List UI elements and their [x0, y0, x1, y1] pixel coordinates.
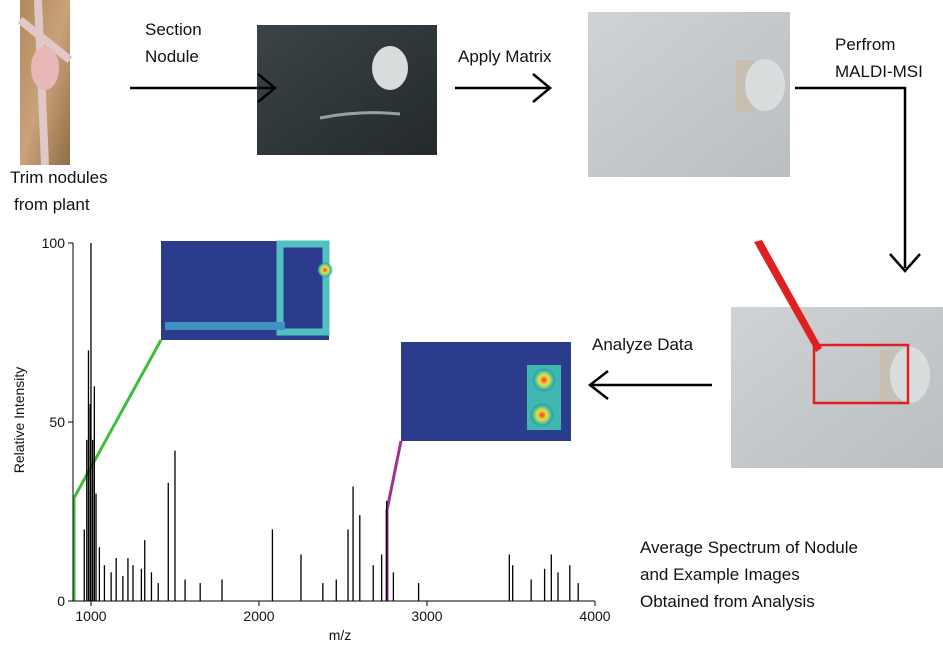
step-label: MALDI-MSI	[835, 62, 923, 81]
tissue-photo	[731, 240, 943, 468]
x-axis-label: m/z	[329, 627, 352, 643]
x-tick-label: 1000	[75, 608, 106, 624]
plant-photo	[17, 0, 73, 166]
step-label: Analyze Data	[592, 335, 694, 354]
caption: Obtained from Analysis	[640, 592, 815, 611]
step-label: Section	[145, 20, 202, 39]
caption: Average Spectrum of Nodule	[640, 538, 858, 557]
step-label: from plant	[14, 195, 90, 214]
step-label: Trim nodules	[10, 168, 108, 187]
y-tick-label: 0	[57, 593, 65, 609]
green-connector	[72, 339, 163, 601]
heatmap-green	[161, 240, 333, 340]
step-label: Nodule	[145, 47, 199, 66]
y-axis-label: Relative Intensity	[11, 367, 27, 474]
step-label: Perfrom	[835, 35, 895, 54]
section-photo	[257, 25, 437, 155]
heatmap-purple	[401, 342, 571, 441]
y-tick-label: 50	[49, 414, 65, 430]
caption: and Example Images	[640, 565, 800, 584]
x-tick-label: 4000	[579, 608, 610, 624]
step-label: Apply Matrix	[458, 47, 552, 66]
x-tick-label: 2000	[243, 608, 274, 624]
flow-arrows	[130, 73, 921, 400]
y-tick-label: 100	[42, 235, 66, 251]
x-tick-label: 3000	[411, 608, 442, 624]
matrix-photo	[588, 12, 790, 177]
